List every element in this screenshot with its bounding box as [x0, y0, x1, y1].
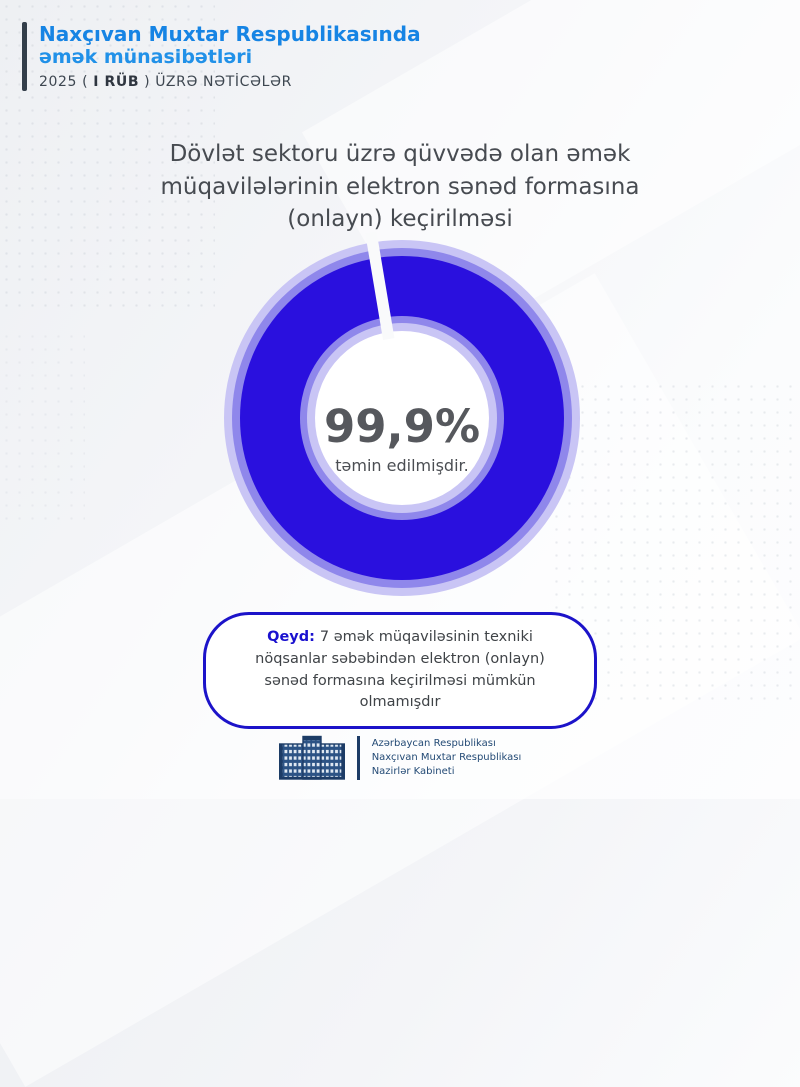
- header: Naxçıvan Muxtar Respublikasında əmək mün…: [22, 22, 421, 91]
- note-label: Qeyd:: [267, 629, 315, 645]
- footer: Azərbaycan Respublikası Naxçıvan Muxtar …: [0, 735, 800, 781]
- donut-value: 99,9%: [323, 399, 481, 453]
- footer-org-line2: Naxçıvan Muxtar Respublikası: [371, 752, 522, 763]
- header-title-line1: Naxçıvan Muxtar Respublikasında: [39, 22, 421, 46]
- footer-org-line1: Azərbaycan Respublikası: [371, 738, 496, 749]
- government-building-icon: [278, 735, 345, 780]
- footer-divider: [356, 736, 360, 780]
- note-text: 7 əmək müqaviləsinin texniki nöqsanlar s…: [255, 629, 545, 711]
- subtitle-quarter: I RÜB: [93, 73, 140, 90]
- subtitle-suffix: ) ÜZRƏ NƏTİCƏLƏR: [139, 73, 292, 90]
- donut-center-label: 99,9% təmin edilmişdir.: [202, 218, 602, 618]
- donut-gap-slice: [365, 231, 395, 341]
- header-accent-bar: [22, 22, 27, 91]
- subtitle-prefix: 2025 (: [39, 73, 94, 90]
- donut-rings: [224, 231, 580, 596]
- note-box: Qeyd: 7 əmək müqaviləsinin texniki nöqsan…: [203, 612, 597, 729]
- donut-chart: 99,9% təmin edilmişdir.: [202, 218, 602, 618]
- dot-pattern: [0, 330, 85, 520]
- footer-org-name: Azərbaycan Respublikası Naxçıvan Muxtar …: [372, 737, 522, 779]
- donut-caption: təmin edilmişdir.: [335, 455, 469, 475]
- page-title: Dövlət sektoru üzrə qüvvədə olan əmək mü…: [160, 141, 640, 233]
- footer-org-line3: Nazirlər Kabineti: [371, 766, 455, 777]
- header-subtitle: 2025 ( I RÜB ) ÜZRƏ NƏTİCƏLƏR: [39, 74, 421, 91]
- note-text-wrap: Qeyd: 7 əmək müqaviləsinin texniki nöqsan…: [236, 627, 564, 714]
- header-title-line2: əmək münasibətləri: [39, 46, 253, 68]
